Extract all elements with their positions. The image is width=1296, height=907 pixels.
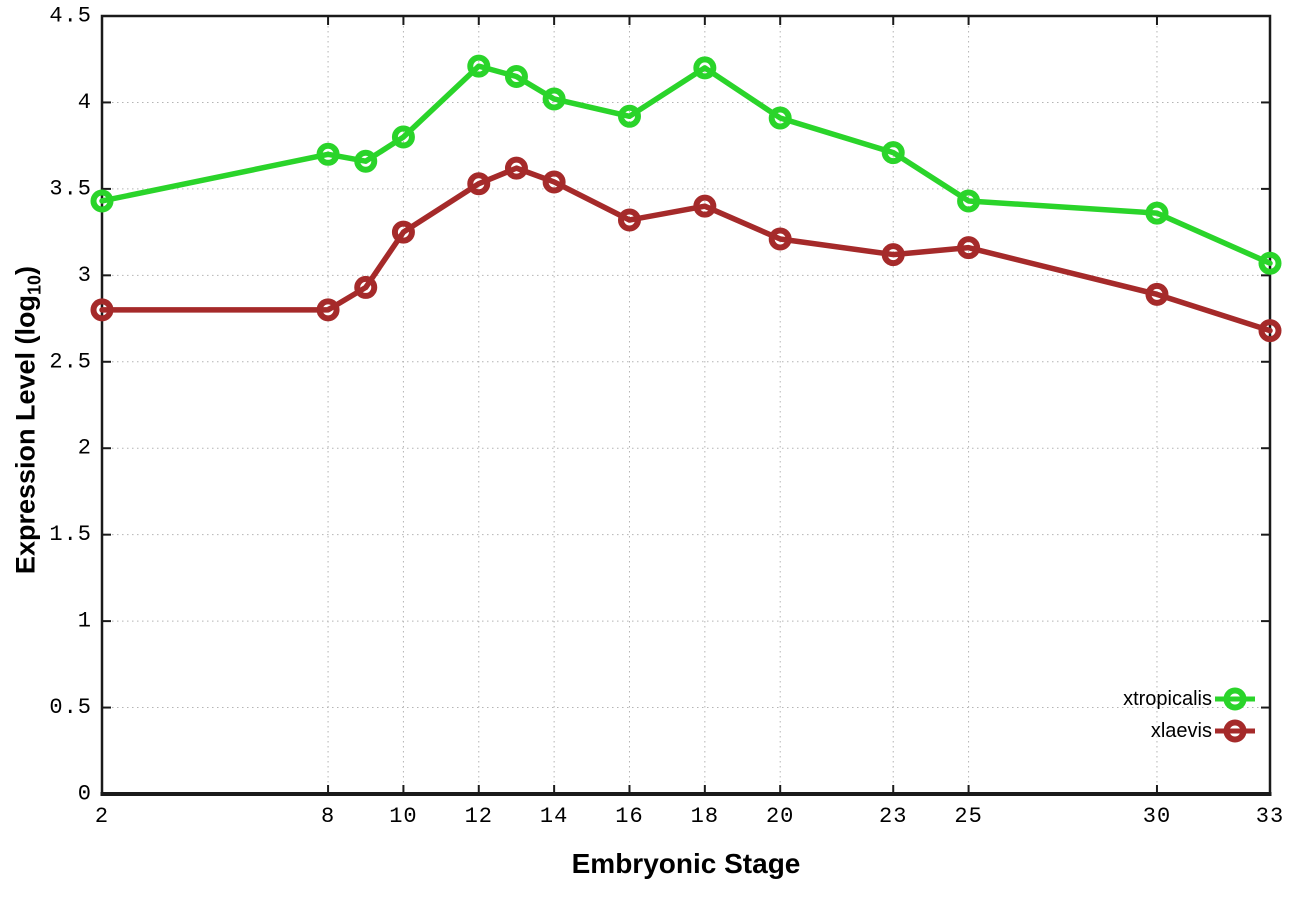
data-point-xtropicalis: [768, 106, 792, 130]
data-point-xlaevis: [1145, 282, 1169, 306]
data-point-xtropicalis: [90, 189, 114, 213]
data-point-xtropicalis: [542, 87, 566, 111]
data-point-xlaevis: [316, 298, 340, 322]
legend-label-xtropicalis: xtropicalis: [1123, 687, 1212, 710]
data-point-xtropicalis: [354, 149, 378, 173]
x-tick-label: 2: [95, 804, 109, 829]
data-point-xtropicalis: [467, 54, 491, 78]
legend-marker-xtropicalis: [1215, 687, 1255, 711]
y-tick-label: 0: [78, 782, 92, 807]
data-point-xlaevis: [354, 275, 378, 299]
y-tick-label: 1.5: [49, 522, 92, 547]
y-tick-label: 4: [78, 90, 92, 115]
data-point-xlaevis: [542, 170, 566, 194]
x-tick-label: 25: [954, 804, 982, 829]
data-point-xlaevis: [504, 156, 528, 180]
legend-circle-icon: [1223, 687, 1247, 711]
y-tick-label: 4.5: [49, 4, 92, 29]
data-point-xlaevis: [768, 227, 792, 251]
legend-row: xtropicalis: [1123, 683, 1255, 715]
x-tick-label: 16: [615, 804, 643, 829]
y-axis-title-subscript: 10: [24, 274, 45, 295]
y-axis-title: Expression Level (log10): [11, 266, 46, 574]
data-point-xtropicalis: [1258, 251, 1282, 275]
data-point-xlaevis: [617, 208, 641, 232]
data-point-xlaevis: [1258, 319, 1282, 343]
x-tick-label: 23: [879, 804, 907, 829]
data-point-xlaevis: [467, 172, 491, 196]
plot-border: [100, 14, 1272, 796]
legend: xtropicalis xlaevis: [1123, 683, 1255, 747]
data-point-xlaevis: [881, 243, 905, 267]
y-tick-label: 2.5: [49, 349, 92, 374]
y-axis-title-text: Expression Level (log: [10, 294, 41, 575]
data-point-xlaevis: [693, 194, 717, 218]
y-tick-label: 2: [78, 436, 92, 461]
x-tick-label: 18: [691, 804, 719, 829]
x-tick-label: 14: [540, 804, 568, 829]
data-point-xtropicalis: [881, 141, 905, 165]
legend-circle-icon: [1223, 719, 1247, 743]
data-point-xlaevis: [957, 236, 981, 260]
x-tick-label: 12: [465, 804, 493, 829]
x-tick-label: 10: [389, 804, 417, 829]
legend-marker-xlaevis: [1215, 719, 1255, 743]
x-tick-label: 33: [1256, 804, 1284, 829]
x-tick-label: 8: [321, 804, 335, 829]
legend-row: xlaevis: [1123, 715, 1255, 747]
series-line-xtropicalis: [99, 63, 1273, 266]
data-point-xtropicalis: [693, 56, 717, 80]
data-point-xtropicalis: [316, 142, 340, 166]
data-point-xtropicalis: [391, 125, 415, 149]
x-tick-label: 30: [1143, 804, 1171, 829]
data-point-xtropicalis: [1145, 201, 1169, 225]
y-tick-label: 0.5: [49, 695, 92, 720]
x-axis-title: Embryonic Stage: [571, 848, 801, 879]
data-point-xtropicalis: [504, 65, 528, 89]
y-tick-label: 1: [78, 609, 92, 634]
y-tick-label: 3.5: [49, 176, 92, 201]
y-tick-label: 3: [78, 263, 92, 288]
x-tick-label: 20: [766, 804, 794, 829]
data-point-xtropicalis: [617, 104, 641, 128]
series-line-xlaevis: [99, 165, 1273, 334]
data-point-xlaevis: [391, 220, 415, 244]
data-point-xlaevis: [90, 298, 114, 322]
legend-label-xlaevis: xlaevis: [1150, 719, 1212, 742]
y-axis-title-close: ): [10, 265, 41, 275]
data-point-xtropicalis: [957, 189, 981, 213]
